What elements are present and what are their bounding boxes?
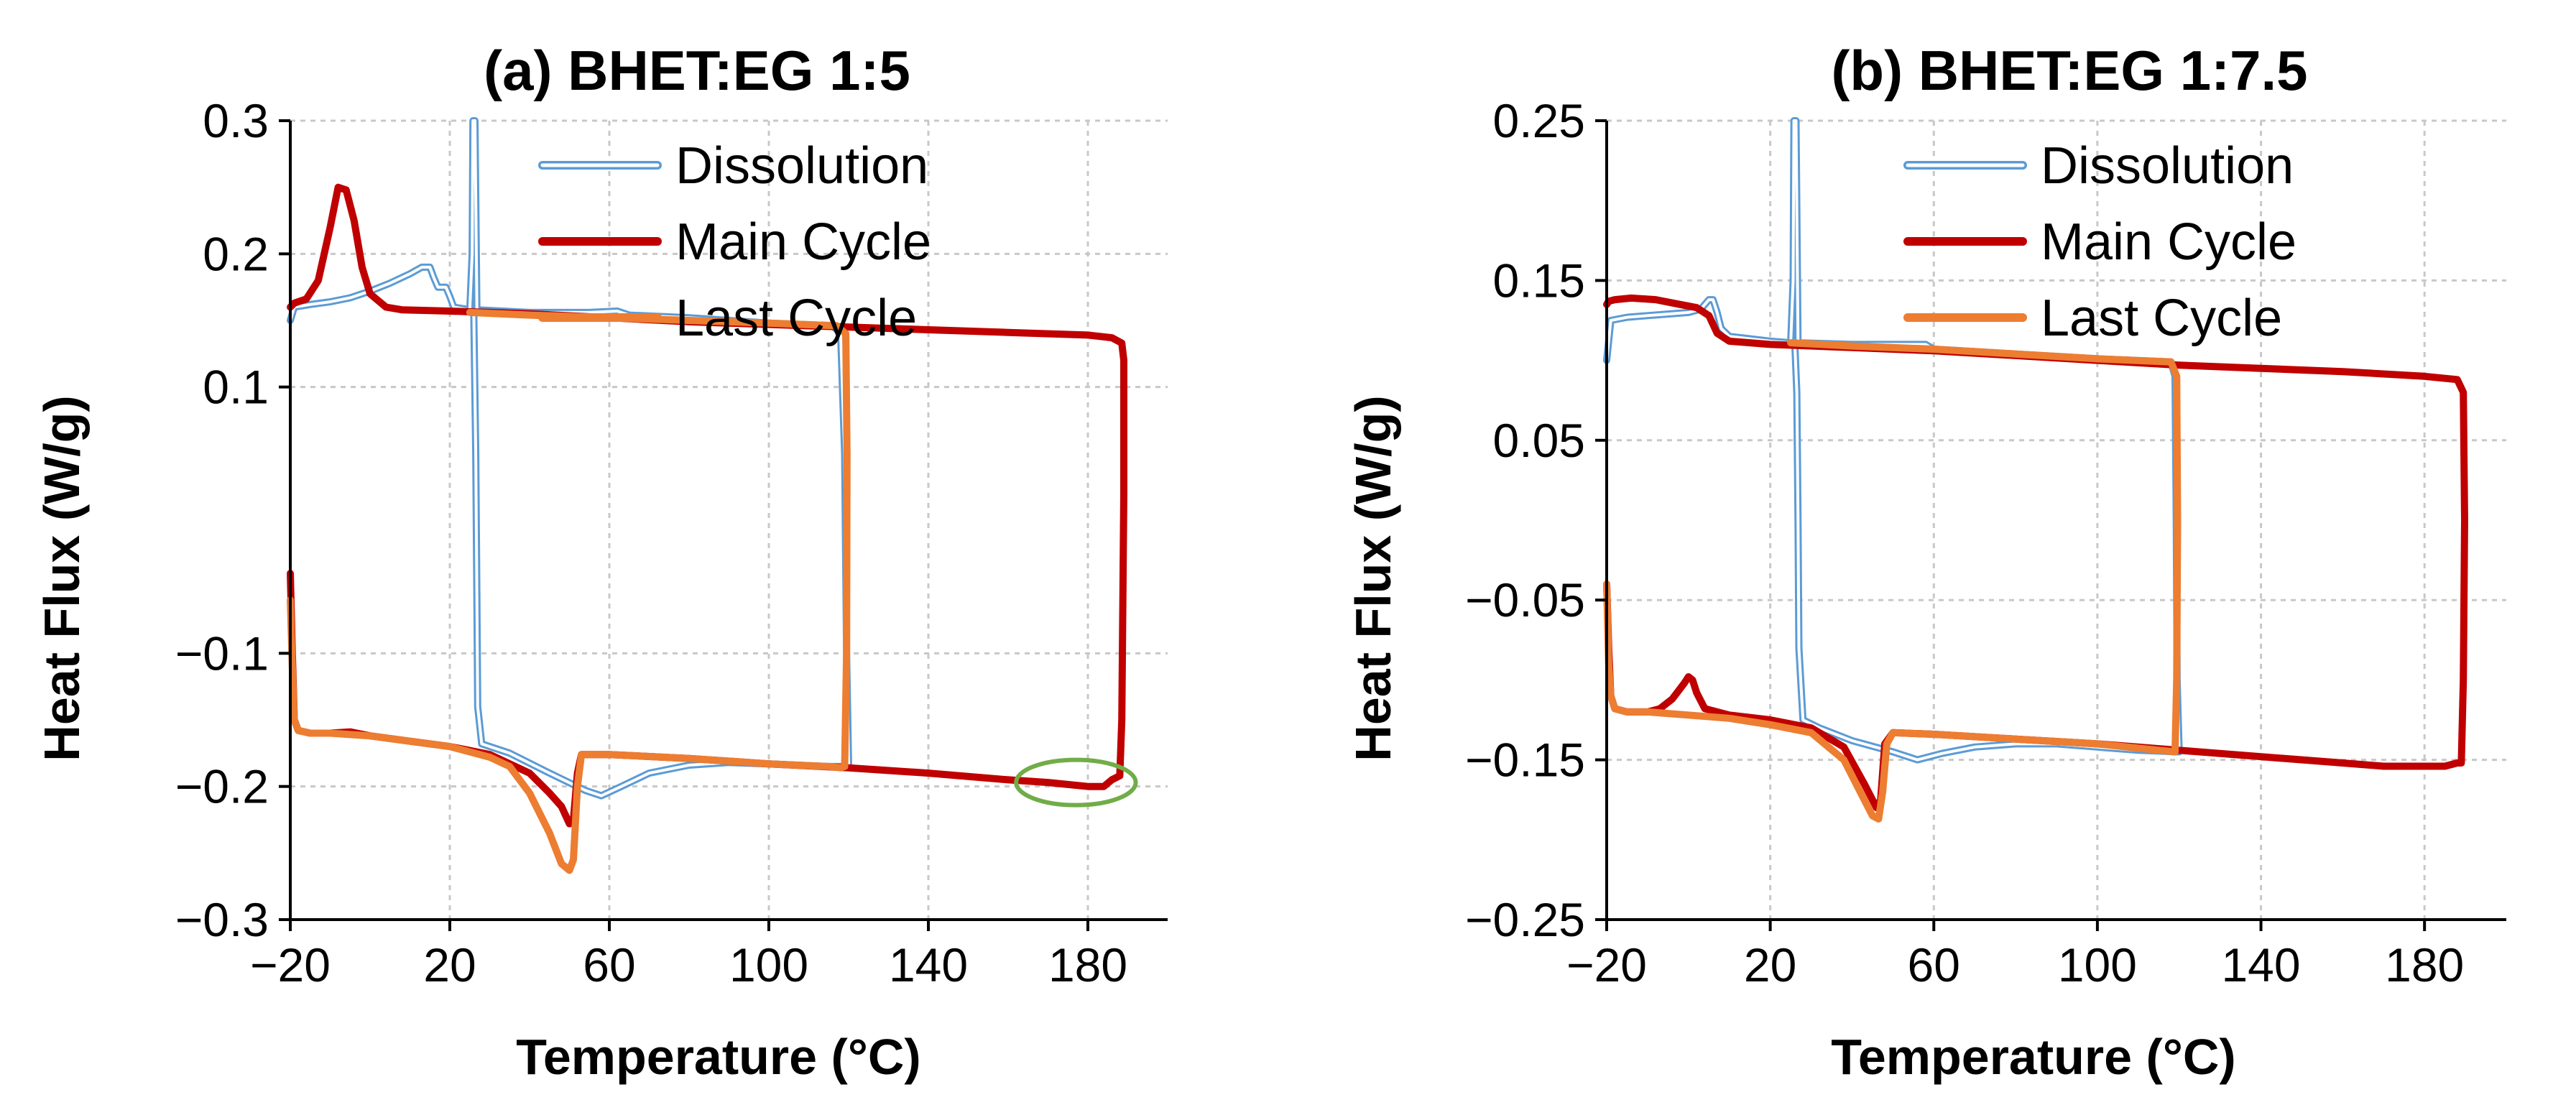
series-line-last-cycle xyxy=(287,308,851,874)
x-tick-labels-b: −20 20 60 100 140 180 xyxy=(1566,938,2464,991)
y-axis-title-b: Heat Flux (W/g) xyxy=(1345,395,1401,761)
x-tick-label: 140 xyxy=(889,938,968,991)
y-tick-label: 0.2 xyxy=(203,227,269,280)
legend-label: Dissolution xyxy=(675,137,928,195)
y-tick-label: 0.15 xyxy=(1493,254,1585,307)
axes-a xyxy=(279,119,1168,931)
x-tick-label: 180 xyxy=(2385,938,2464,991)
chart-title-b: (b) BHET:EG 1:7.5 xyxy=(1831,39,2307,102)
series-dissolution xyxy=(287,117,852,800)
gridlines-b xyxy=(1607,119,2506,921)
y-tick-label: 0.25 xyxy=(1493,94,1585,147)
legend-item-dissolution: Dissolution xyxy=(1903,137,2294,195)
y-tick-label: 0.3 xyxy=(203,94,269,147)
series-group-a xyxy=(287,117,1127,874)
legend-b: Dissolution Main Cycle Last Cycle xyxy=(1903,137,2296,347)
x-tick-label: 100 xyxy=(2058,938,2137,991)
series-group-b xyxy=(1603,117,2468,823)
y-axis-title-a: Heat Flux (W/g) xyxy=(34,395,90,761)
x-tick-label: 180 xyxy=(1048,938,1127,991)
legend-item-dissolution: Dissolution xyxy=(538,137,928,195)
panel-a: (a) BHET:EG 1:5 Temperature (°C) Heat Fl… xyxy=(34,39,1168,1085)
y-tick-labels-b: 0.25 0.15 0.05 −0.05 −0.15 −0.25 xyxy=(1465,94,1585,946)
x-tick-label: 60 xyxy=(1908,938,1960,991)
y-tick-label: −0.2 xyxy=(175,760,269,813)
y-tick-labels-a: 0.3 0.2 0.1 −0.1 −0.2 −0.3 xyxy=(175,94,269,946)
legend-item-main-cycle: Main Cycle xyxy=(1903,213,2296,271)
annotation-a xyxy=(1014,757,1138,808)
legend-label: Last Cycle xyxy=(2041,290,2282,347)
x-tick-label: 20 xyxy=(1744,938,1796,991)
highlight-ellipse xyxy=(1014,757,1138,808)
y-tick-label: −0.05 xyxy=(1465,573,1585,626)
x-tick-labels-a: −20 20 60 100 140 180 xyxy=(250,938,1127,991)
x-axis-title-b: Temperature (°C) xyxy=(1831,1029,2235,1085)
series-line-dissolution-inner xyxy=(289,119,850,797)
panel-b: (b) BHET:EG 1:7.5 Temperature (°C) Heat … xyxy=(1345,39,2506,1085)
y-tick-label: −0.15 xyxy=(1465,734,1585,787)
legend-item-main-cycle: Main Cycle xyxy=(538,213,931,271)
legend-label: Main Cycle xyxy=(2041,213,2296,271)
x-tick-label: −20 xyxy=(250,938,331,991)
x-tick-label: 20 xyxy=(423,938,476,991)
legend-label: Last Cycle xyxy=(675,290,917,347)
legend-a: Dissolution Main Cycle Last Cycle xyxy=(538,137,931,347)
y-tick-label: −0.1 xyxy=(175,626,269,680)
y-tick-label: 0.05 xyxy=(1493,414,1585,467)
y-tick-label: −0.3 xyxy=(175,893,269,946)
legend-label: Main Cycle xyxy=(675,213,931,271)
x-axis-title-a: Temperature (°C) xyxy=(516,1029,920,1085)
x-tick-label: 60 xyxy=(583,938,635,991)
series-line-main-cycle xyxy=(287,183,1127,828)
series-line-main-cycle xyxy=(1603,294,2468,812)
legend-item-last-cycle: Last Cycle xyxy=(1903,290,2282,347)
x-tick-label: 100 xyxy=(729,938,808,991)
axes-b xyxy=(1595,119,2506,931)
chart-title-a: (a) BHET:EG 1:5 xyxy=(484,39,910,102)
series-line-last-cycle xyxy=(1603,339,2182,823)
legend-label: Dissolution xyxy=(2041,137,2294,195)
y-tick-label: 0.1 xyxy=(203,361,269,414)
x-tick-label: 140 xyxy=(2221,938,2300,991)
legend-item-last-cycle: Last Cycle xyxy=(538,290,917,347)
y-tick-label: −0.25 xyxy=(1465,893,1585,946)
x-tick-label: −20 xyxy=(1566,938,1647,991)
